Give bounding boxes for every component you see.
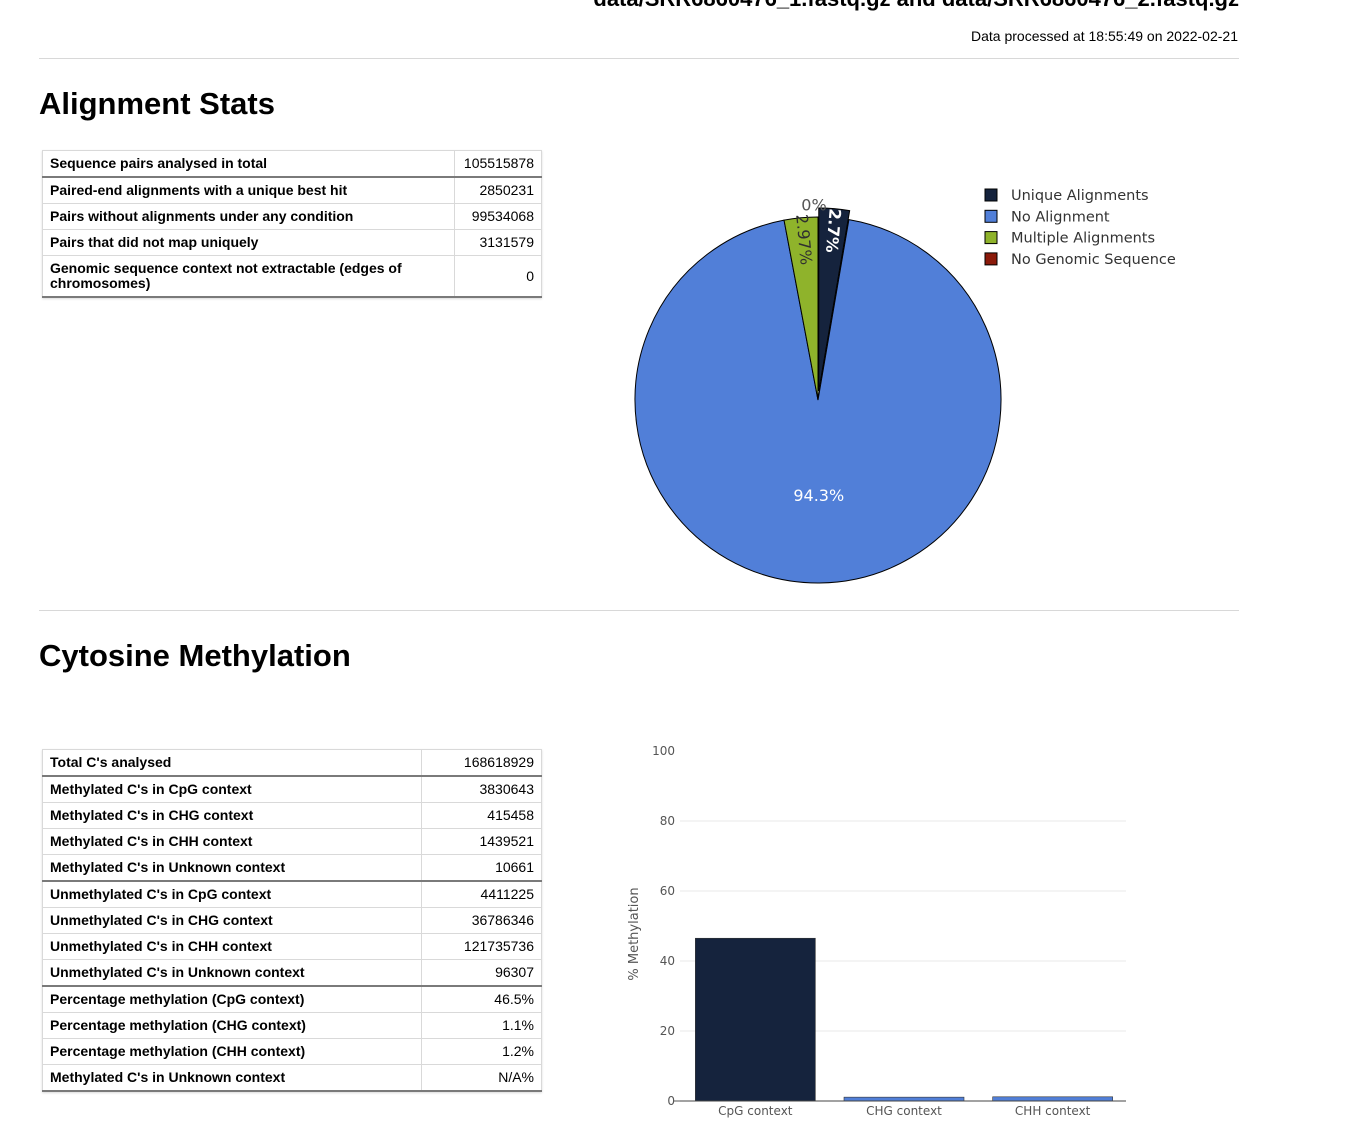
legend-swatch [984, 231, 998, 245]
row-label: Percentage methylation (CpG context) [41, 985, 423, 1013]
table-row: Unmethylated C's in CpG context 4411225 [41, 880, 542, 908]
pie-data-label: 0% [801, 196, 826, 215]
row-value: 46.5% [421, 985, 542, 1013]
cytosine-methylation-heading: Cytosine Methylation [39, 638, 351, 673]
table-row: Unmethylated C's in CHH context 121735736 [41, 933, 542, 960]
row-value: 3131579 [454, 229, 542, 256]
row-label: Methylated C's in Unknown context [41, 854, 423, 882]
row-value: 1.2% [421, 1038, 542, 1065]
table-row: Genomic sequence context not extractable… [42, 255, 542, 298]
bar [843, 1096, 965, 1102]
table-row: Methylated C's in CHG context 415458 [41, 802, 542, 829]
y-tick-label: 80 [660, 814, 675, 828]
y-tick-label: 100 [652, 744, 675, 758]
table-row: Paired-end alignments with a unique best… [42, 176, 542, 204]
legend-swatch [984, 209, 998, 223]
methylation-stats-table: Total C's analysed 168618929 Methylated C'… [41, 749, 542, 1092]
table-row: Pairs without alignments under any condi… [42, 203, 542, 230]
bar [992, 1096, 1113, 1102]
row-value: 121735736 [421, 933, 542, 960]
y-tick-label: 60 [660, 884, 675, 898]
table-row: Methylated C's in Unknown context N/A% [41, 1064, 542, 1092]
methylation-bar-chart: 0 20 40 60 80 100 CpG context CHG context CHH co… [627, 744, 1126, 1118]
y-tick-label: 20 [660, 1024, 675, 1038]
row-label: Paired-end alignments with a unique best… [42, 176, 455, 204]
legend-label: Unique Alignments [1011, 188, 1149, 204]
row-label: Unmethylated C's in Unknown context [41, 959, 423, 987]
pie-data-label: 94.3% [793, 486, 844, 505]
row-value: 99534068 [454, 203, 542, 230]
legend-label: No Genomic Sequence [1011, 252, 1176, 268]
row-label: Methylated C's in CpG context [41, 775, 423, 803]
table-row: Sequence pairs analysed in total 10551587… [42, 150, 542, 178]
row-label: Total C's analysed [41, 749, 423, 777]
x-tick-label: CHH context [1015, 1104, 1091, 1118]
table-row: Pairs that did not map uniquely 3131579 [42, 229, 542, 256]
row-value: N/A% [421, 1064, 542, 1092]
table-row: Methylated C's in CHH context 1439521 [41, 828, 542, 855]
row-value: 3830643 [421, 775, 542, 803]
y-tick-label: 0 [667, 1094, 675, 1108]
table-row: Percentage methylation (CpG context) 46.5… [41, 985, 542, 1013]
alignment-stats-heading: Alignment Stats [39, 86, 275, 121]
table-row: Methylated C's in CpG context 3830643 [41, 775, 542, 803]
row-label: Methylated C's in Unknown context [41, 1064, 423, 1092]
y-tick-label: 40 [660, 954, 675, 968]
row-value: 0 [454, 255, 542, 298]
row-label: Unmethylated C's in CHH context [41, 933, 423, 960]
table-row: Unmethylated C's in Unknown context 96307 [41, 959, 542, 987]
x-tick-label: CpG context [718, 1104, 793, 1118]
row-value: 2850231 [454, 176, 542, 204]
legend-swatch [984, 252, 998, 266]
row-value: 1.1% [421, 1012, 542, 1039]
row-value: 168618929 [421, 749, 542, 777]
row-value: 105515878 [454, 150, 542, 178]
pie-slice [783, 216, 819, 401]
bar [695, 937, 816, 1102]
alignment-stats-table: Sequence pairs analysed in total 10551587… [42, 150, 542, 298]
row-label: Unmethylated C's in CHG context [41, 907, 423, 934]
table-row: Methylated C's in Unknown context 10661 [41, 854, 542, 882]
legend-label: No Alignment [1011, 209, 1110, 225]
divider [39, 58, 1239, 59]
row-label: Genomic sequence context not extractable… [42, 255, 455, 298]
divider [39, 610, 1239, 611]
table-row: Total C's analysed 168618929 [41, 749, 542, 777]
pie-data-label: 2.7% [822, 208, 845, 254]
pie-slice [634, 219, 1002, 584]
legend-swatch [984, 188, 998, 202]
row-value: 1439521 [421, 828, 542, 855]
legend-label: Multiple Alignments [1011, 231, 1155, 247]
row-value: 10661 [421, 854, 542, 882]
row-label: Methylated C's in CHG context [41, 802, 423, 829]
row-value: 36786346 [421, 907, 542, 934]
table-row: Percentage methylation (CHG context) 1.1% [41, 1012, 542, 1039]
row-label: Methylated C's in CHH context [41, 828, 423, 855]
table-row: Percentage methylation (CHH context) 1.2% [41, 1038, 542, 1065]
report-files-title: data/SRR6860476_1.fastq.gz and data/SRR6… [0, 0, 1239, 12]
row-value: 4411225 [421, 880, 542, 908]
row-label: Pairs that did not map uniquely [42, 229, 455, 256]
row-label: Sequence pairs analysed in total [42, 150, 455, 178]
x-tick-label: CHG context [866, 1104, 942, 1118]
pie-data-label: 2.97% [792, 213, 816, 265]
row-label: Percentage methylation (CHG context) [41, 1012, 423, 1039]
table-row: Unmethylated C's in CHG context 36786346 [41, 907, 542, 934]
y-axis-label: % Methylation [627, 887, 642, 980]
row-value: 415458 [421, 802, 542, 829]
pie-slice [818, 207, 851, 392]
processed-timestamp: Data processed at 18:55:49 on 2022-02-21 [971, 28, 1238, 44]
row-label: Unmethylated C's in CpG context [41, 880, 423, 908]
row-label: Percentage methylation (CHH context) [41, 1038, 423, 1065]
row-value: 96307 [421, 959, 542, 987]
row-label: Pairs without alignments under any condi… [42, 203, 455, 230]
alignment-pie-chart: 2.7% 94.3% 2.97%0% Unique Alignments No Alig… [634, 188, 1176, 584]
